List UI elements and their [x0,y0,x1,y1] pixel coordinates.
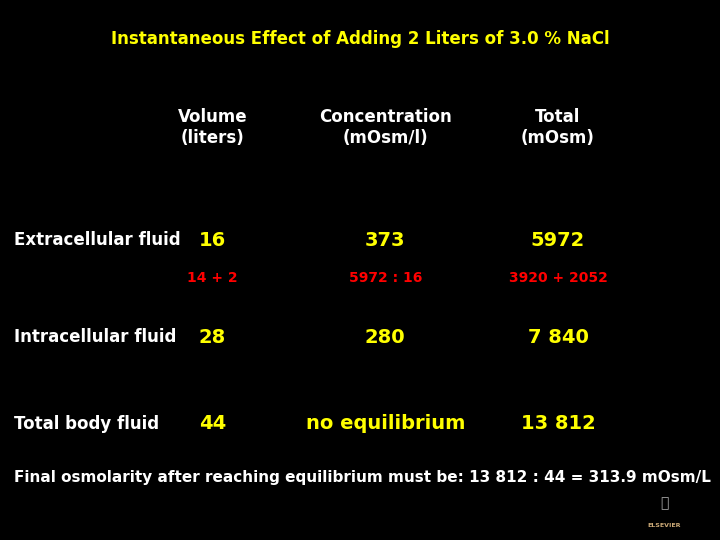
Text: 14 + 2: 14 + 2 [187,271,238,285]
Text: 🌳: 🌳 [660,496,668,510]
Text: Total body fluid: Total body fluid [14,415,160,433]
Text: 7 840: 7 840 [528,328,588,347]
Text: 44: 44 [199,414,226,434]
Text: Total
(mOsm): Total (mOsm) [521,108,595,147]
Text: Intracellular fluid: Intracellular fluid [14,328,177,347]
Text: ELSEVIER: ELSEVIER [647,523,681,528]
Text: 16: 16 [199,231,226,250]
Text: 373: 373 [365,231,405,250]
Text: Extracellular fluid: Extracellular fluid [14,231,181,249]
Text: 5972: 5972 [531,231,585,250]
Text: Instantaneous Effect of Adding 2 Liters of 3.0 % NaCl: Instantaneous Effect of Adding 2 Liters … [111,30,609,48]
Text: Final osmolarity after reaching equilibrium must be: 13 812 : 44 = 313.9 mOsm/L: Final osmolarity after reaching equilibr… [14,470,711,485]
Text: Concentration
(mOsm/l): Concentration (mOsm/l) [319,108,451,147]
Text: 5972 : 16: 5972 : 16 [348,271,422,285]
Text: 280: 280 [365,328,405,347]
Text: 28: 28 [199,328,226,347]
Text: no equilibrium: no equilibrium [305,414,465,434]
Text: Volume
(liters): Volume (liters) [178,108,247,147]
Text: 3920 + 2052: 3920 + 2052 [508,271,608,285]
Text: 13 812: 13 812 [521,414,595,434]
